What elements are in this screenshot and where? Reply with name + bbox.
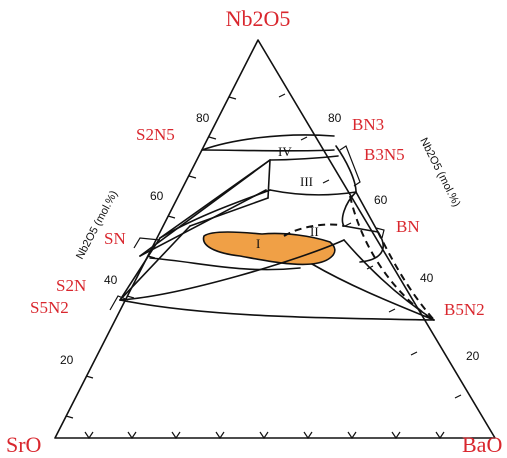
region-label-ii: II (310, 224, 319, 239)
dashed-to-b5n2-2 (349, 195, 431, 319)
boundary-lower-1 (119, 239, 345, 301)
tie-line-2 (139, 189, 267, 257)
region-II-dashed (283, 223, 345, 237)
bracket-bn (375, 227, 385, 239)
left-tick-80: 80 (196, 111, 210, 125)
left-tick-60: 60 (150, 189, 164, 203)
right-tick-40: 40 (420, 271, 434, 285)
phase-label-s5n2: S5N2 (30, 298, 69, 317)
corner-left-label: SrO (6, 432, 41, 457)
region-label-iii: III (300, 174, 313, 189)
phase-label-bn3: BN3 (352, 115, 384, 134)
boundary-lower-5 (343, 239, 435, 321)
tie-line-6 (119, 237, 161, 301)
left-axis-title: Nb2O5 (mol.%) (74, 189, 120, 262)
phase-label-bn: BN (396, 217, 420, 236)
boundary-right-mid (359, 231, 384, 263)
boundary-top-2 (201, 149, 335, 152)
left-tick-20: 20 (60, 353, 74, 367)
phase-label-s2n5: S2N5 (136, 125, 175, 144)
boundary-iii-bottom (269, 189, 357, 196)
tie-line-8 (189, 197, 269, 227)
boundary-lower-2 (149, 257, 301, 271)
corner-top-label: Nb2O5 (226, 6, 291, 31)
bn-line-3 (335, 145, 357, 193)
phase-label-b5n2: B5N2 (444, 300, 485, 319)
right-tick-20: 20 (466, 349, 480, 363)
right-tick-80: 80 (328, 111, 342, 125)
bracket-s5n2 (109, 295, 129, 311)
tie-line-3 (159, 159, 271, 239)
boundary-II-right (343, 225, 379, 233)
region-label-iv: IV (278, 144, 292, 159)
tie-line-5 (267, 159, 271, 199)
bn-line-2 (355, 191, 379, 233)
bracket-sn (133, 237, 161, 249)
tie-line-7 (119, 225, 191, 301)
bn-line-1 (341, 191, 357, 227)
boundary-top-1 (201, 134, 335, 151)
phase-label-sn: SN (104, 229, 126, 248)
right-axis-title: Nb2O5 (mol.%) (417, 136, 462, 209)
tie-line-4 (159, 189, 271, 239)
dashed-to-b5n2-1 (377, 231, 435, 321)
left-ticks (65, 96, 237, 419)
boundary-top-3 (269, 155, 339, 161)
right-tick-60: 60 (374, 193, 388, 207)
phase-label-s2n: S2N (56, 276, 86, 295)
boundary-lower-3 (311, 263, 435, 321)
boundary-lower-4 (119, 299, 435, 321)
left-tick-40: 40 (104, 273, 118, 287)
region-label-i: I (256, 236, 260, 251)
bracket-b3n5 (339, 145, 361, 187)
phase-label-b3n5: B3N5 (364, 145, 405, 164)
bottom-ticks (84, 431, 445, 440)
triangle-outline (54, 39, 496, 439)
corner-right-label: BaO (462, 432, 502, 457)
